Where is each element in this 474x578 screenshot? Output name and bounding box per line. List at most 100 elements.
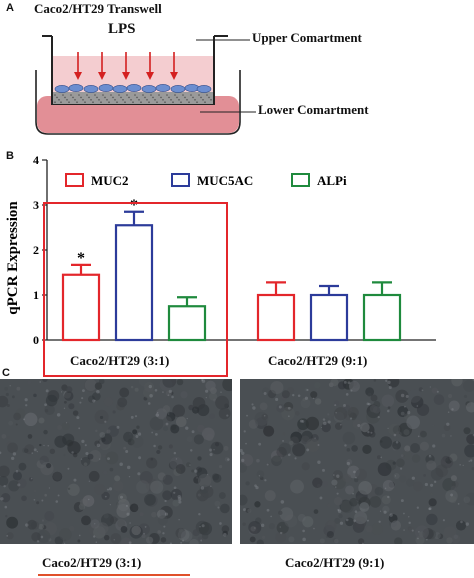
- micrograph-texture: [254, 411, 269, 426]
- micrograph-texture: [334, 517, 341, 524]
- micrograph-texture: [212, 473, 222, 483]
- micrograph-speck: [33, 498, 36, 501]
- micrograph-texture: [96, 522, 109, 535]
- micrograph-speck: [465, 522, 469, 526]
- micrograph-texture: [379, 436, 393, 449]
- micrograph-9-1: [240, 379, 474, 544]
- micrograph-speck: [223, 532, 227, 537]
- micrograph-texture: [191, 469, 195, 473]
- membrane-pore: [62, 94, 64, 96]
- cell: [83, 85, 99, 93]
- membrane-pore: [132, 101, 134, 103]
- micrograph-speck: [336, 492, 339, 495]
- micrograph-texture: [408, 526, 415, 533]
- micrograph-texture: [300, 398, 311, 409]
- micrograph-speck: [260, 523, 265, 528]
- micrograph-texture: [117, 498, 130, 512]
- micrograph-speck: [432, 444, 436, 448]
- micrograph-speck: [379, 510, 382, 512]
- micrograph-texture: [393, 473, 400, 480]
- micrograph-speck: [12, 452, 17, 456]
- micrograph-speck: [154, 389, 158, 392]
- micrograph-texture: [440, 455, 454, 469]
- membrane-pore: [74, 99, 76, 101]
- micrograph-speck: [168, 389, 173, 394]
- lps-arrowhead: [170, 72, 178, 80]
- micrograph-speck: [81, 397, 84, 400]
- micrograph-texture: [170, 424, 180, 434]
- membrane-pore: [96, 96, 98, 99]
- micrograph-texture: [297, 418, 309, 431]
- micrograph-speck: [460, 520, 463, 524]
- transwell-title: Caco2/HT29 Transwell: [34, 1, 162, 16]
- micrograph-speck: [355, 476, 357, 479]
- micrograph-texture: [68, 525, 75, 532]
- micrograph-speck: [129, 522, 131, 524]
- micrograph-speck: [428, 507, 432, 511]
- micrograph-texture: [346, 448, 351, 452]
- micrograph-texture: [224, 456, 230, 462]
- micrograph-speck: [207, 473, 209, 476]
- micrograph-texture: [0, 476, 9, 486]
- micrograph-background: [0, 379, 232, 544]
- micrograph-texture: [306, 438, 320, 453]
- micrograph-texture: [44, 493, 48, 497]
- micrograph-speck: [226, 414, 229, 417]
- membrane-pore: [80, 96, 82, 99]
- legend-label-muc5ac: MUC5AC: [197, 173, 253, 188]
- micrograph-speck: [287, 453, 291, 457]
- micrograph-texture: [423, 473, 426, 477]
- micrograph-speck: [411, 529, 414, 532]
- micrograph-texture: [371, 523, 384, 536]
- micrograph-speck: [343, 404, 346, 407]
- micrograph-speck: [107, 457, 110, 461]
- micrograph-texture: [88, 395, 96, 403]
- micrograph-texture: [290, 479, 304, 494]
- membrane-pore: [180, 101, 182, 103]
- micrograph-texture: [38, 523, 44, 530]
- micrograph-speck: [178, 518, 180, 521]
- micrograph-texture: [314, 398, 322, 405]
- micrograph-speck: [279, 531, 283, 535]
- micrograph-speck: [335, 412, 337, 414]
- membrane-pore: [128, 96, 130, 99]
- upper-compartment-label: Upper Comartment: [252, 30, 362, 45]
- micrograph-speck: [198, 513, 201, 516]
- micrograph-texture: [362, 444, 372, 455]
- micrograph-texture: [157, 530, 162, 534]
- micrograph-speck: [23, 418, 25, 421]
- micrograph-texture: [41, 519, 45, 522]
- micrograph-texture: [8, 490, 13, 494]
- micrograph-texture: [334, 538, 339, 544]
- micrograph-texture: [36, 501, 40, 505]
- micrograph-texture: [192, 529, 200, 537]
- membrane-pore: [168, 96, 170, 99]
- micrograph-texture: [411, 454, 421, 463]
- micrograph-texture: [54, 435, 67, 448]
- micrograph-texture: [442, 455, 449, 462]
- micrograph-speck: [299, 419, 303, 423]
- micrograph-texture: [103, 534, 110, 541]
- micrograph-texture: [136, 425, 140, 429]
- micrograph-speck: [147, 402, 151, 405]
- micrograph-texture: [276, 521, 289, 534]
- micrograph-texture: [109, 467, 114, 472]
- membrane-pore: [126, 94, 128, 96]
- membrane-pore: [178, 99, 180, 101]
- micrograph-speck: [337, 508, 340, 512]
- micrograph-texture: [441, 433, 446, 438]
- micrograph-speck: [25, 523, 29, 527]
- micrograph-texture: [358, 480, 373, 495]
- significance-marker: *: [77, 250, 85, 267]
- micrograph-texture: [302, 398, 306, 402]
- micrograph-speck: [148, 384, 153, 389]
- micrograph-speck: [319, 496, 323, 500]
- micrograph-texture: [430, 492, 433, 496]
- micrograph-texture: [197, 536, 203, 542]
- micrograph-texture: [264, 490, 276, 502]
- micrograph-texture: [117, 397, 128, 408]
- micrograph-speck: [126, 465, 131, 470]
- micrograph-texture: [205, 380, 216, 391]
- micrograph-texture: [106, 429, 111, 434]
- micrograph-texture: [11, 395, 15, 399]
